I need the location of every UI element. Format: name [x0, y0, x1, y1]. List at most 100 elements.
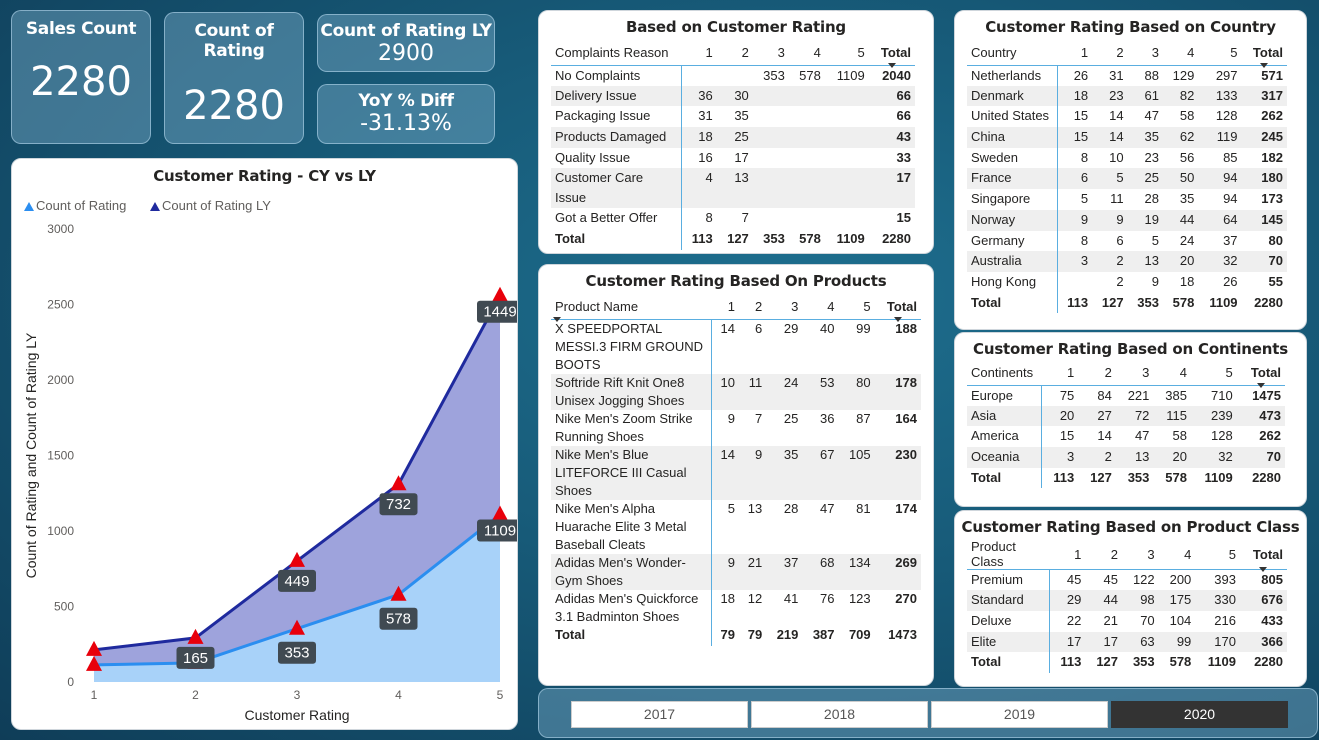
data-point-marker[interactable]: [492, 286, 508, 302]
table-row[interactable]: Sweden 8 10 23 56 85 182: [967, 147, 1287, 169]
table-row[interactable]: Singapore 5 11 28 35 94 173: [967, 189, 1287, 210]
legend-marker-2[interactable]: [150, 202, 160, 211]
table-row[interactable]: Packaging Issue 31 35 66: [551, 106, 915, 128]
table-row[interactable]: Oceania 3 2 13 20 32 70: [967, 447, 1285, 468]
table-row[interactable]: Nike Men's Blue LITEFORCE III Casual Sho…: [551, 445, 921, 500]
continents-header-rating-4[interactable]: 4: [1179, 365, 1187, 381]
year-option-2018[interactable]: 2018: [751, 701, 928, 728]
complaints-header-rating-4[interactable]: 4: [813, 45, 821, 61]
continents-matrix[interactable]: Continents 1 2 3 4 5 Total Europe 75 84 221 385 710 1…: [967, 361, 1285, 489]
products-matrix-card[interactable]: Customer Rating Based On Products Produc…: [538, 264, 934, 686]
table-row[interactable]: China 15 14 35 62 119 245: [967, 127, 1287, 148]
complaints-header-rating-3[interactable]: 3: [777, 45, 785, 61]
continents-header-rating-3[interactable]: 3: [1142, 365, 1150, 381]
data-point-marker[interactable]: [390, 475, 407, 491]
year-option-2019[interactable]: 2019: [931, 701, 1108, 728]
table-row[interactable]: Nike Men's Alpha Huarache Elite 3 Metal …: [551, 499, 921, 554]
data-point-marker[interactable]: [289, 619, 305, 635]
table-row[interactable]: Denmark 18 23 61 82 133 317: [967, 85, 1287, 107]
kpi-count-of-rating[interactable]: Count of Rating 2280: [164, 12, 304, 144]
table-row[interactable]: Germany 8 6 5 24 37 80: [967, 230, 1287, 252]
rating-cy-vs-ly-chart-card[interactable]: Customer Rating - CY vs LY Count of Rati…: [11, 158, 518, 730]
table-row[interactable]: Nike Men's Zoom Strike Running Shoes 9 7 25…: [551, 409, 921, 446]
legend-marker-1[interactable]: [24, 202, 34, 211]
complaints-header-rating-5[interactable]: 5: [857, 45, 865, 61]
data-point-marker[interactable]: [492, 505, 508, 521]
product_class-header-label[interactable]: Product Class: [971, 539, 1016, 569]
product-class-matrix-card[interactable]: Customer Rating Based on Product Class P…: [954, 510, 1307, 687]
continents-matrix-card[interactable]: Customer Rating Based on Continents Cont…: [954, 332, 1307, 507]
table-row[interactable]: Asia 20 27 72 115 239 473: [967, 405, 1285, 427]
products-header-rating-1[interactable]: 1: [727, 299, 735, 315]
products-header-rating-5[interactable]: 5: [863, 299, 871, 315]
data-point-marker[interactable]: [187, 628, 204, 644]
country-header-rating-3[interactable]: 3: [1151, 45, 1159, 61]
year-option-2017[interactable]: 2017: [571, 701, 748, 728]
products-header-rating-3[interactable]: 3: [791, 299, 799, 315]
table-row[interactable]: Products Damaged 18 25 43: [551, 127, 915, 148]
country-header-rating-1[interactable]: 1: [1080, 45, 1089, 61]
product-class-matrix[interactable]: Product Class 1 2 3 4 5 Total Premium 45 45 122 200…: [967, 539, 1287, 673]
products-header-total[interactable]: Total: [875, 295, 921, 322]
product_class-header-rating-1[interactable]: 1: [1074, 546, 1082, 562]
table-row[interactable]: America 15 14 47 58 128 262: [967, 426, 1285, 448]
product_class-header-rating-5[interactable]: 5: [1228, 546, 1236, 562]
complaints-total-row[interactable]: Total 113 127 353 578 1109 2280: [551, 229, 915, 250]
rating-area-chart[interactable]: Count of Rating Count of Rating LY 0 500 100…: [12, 187, 517, 727]
complaints-header-label[interactable]: Complaints Reason: [555, 45, 669, 61]
continents-header-rating-1[interactable]: 1: [1067, 365, 1075, 381]
product_class-header-rating-2[interactable]: 2: [1110, 546, 1119, 562]
continents-total-row[interactable]: Total 113 127 353 578 1109 2280: [967, 467, 1285, 489]
table-row[interactable]: Standard 29 44 98 175 330 676: [967, 590, 1287, 611]
table-row[interactable]: Adidas Men's Quickforce 3.1 Badminton Sh…: [551, 589, 921, 626]
complaints-header-rating-2[interactable]: 2: [741, 45, 749, 61]
country-matrix-card[interactable]: Customer Rating Based on Country Country…: [954, 10, 1307, 330]
products-matrix[interactable]: Product Name 1 2 3 4 5 Total X SPEEDPORTAL MESS…: [551, 295, 921, 647]
year-option-2020[interactable]: 2020: [1111, 701, 1288, 728]
product_class-header-rating-4[interactable]: 4: [1184, 546, 1192, 562]
country-header-rating-4[interactable]: 4: [1187, 45, 1195, 61]
complaints-header-total[interactable]: Total: [869, 41, 915, 68]
continents-header-total[interactable]: Total: [1237, 361, 1285, 388]
table-row[interactable]: No Complaints 353 578 1109 2040: [551, 65, 915, 86]
country-header-total[interactable]: Total: [1242, 41, 1287, 68]
table-row[interactable]: Softride Rift Knit One8 Unisex Jogging S…: [551, 373, 921, 410]
kpi-count-of-rating-ly[interactable]: Count of Rating LY 2900: [317, 14, 495, 72]
data-point-marker[interactable]: [289, 551, 305, 567]
country-header-rating-5[interactable]: 5: [1230, 45, 1238, 61]
table-row[interactable]: Norway 9 9 19 44 64 145: [967, 209, 1287, 231]
table-row[interactable]: France 6 5 25 50 94 180: [967, 168, 1287, 190]
continents-header-rating-2[interactable]: 2: [1104, 365, 1112, 381]
kpi-yoy-diff[interactable]: YoY % Diff -31.13%: [317, 84, 495, 144]
complaints-matrix-card[interactable]: Based on Customer Rating Complaints Reas…: [538, 10, 934, 254]
data-point-marker[interactable]: [86, 655, 102, 671]
table-row[interactable]: Europe 75 84 221 385 710 1475: [967, 385, 1285, 406]
products-header-label[interactable]: Product Name: [551, 295, 711, 322]
table-row[interactable]: Netherlands 26 31 88 129 297 571: [967, 65, 1287, 86]
kpi-sales-count[interactable]: Sales Count 2280: [11, 10, 151, 144]
complaints-header-rating-1[interactable]: 1: [705, 45, 713, 61]
data-point-marker[interactable]: [390, 585, 407, 601]
products-total-row[interactable]: Total 79 79 219 387 709 1473: [551, 625, 921, 647]
country-header-rating-2[interactable]: 2: [1116, 45, 1124, 61]
table-row[interactable]: Delivery Issue 36 30 66: [551, 85, 915, 107]
country-matrix[interactable]: Country 1 2 3 4 5 Total Netherlands 26 31 88 129 297…: [967, 41, 1287, 314]
table-row[interactable]: Premium 45 45 122 200 393 805: [967, 569, 1287, 591]
table-row[interactable]: X SPEEDPORTAL MESSI.3 FIRM GROUND BOOTS 1…: [551, 319, 921, 374]
complaints-matrix[interactable]: Complaints Reason 1 2 3 4 5 Total No Complaints…: [551, 41, 915, 250]
table-row[interactable]: Hong Kong 2 9 18 26 55: [967, 271, 1287, 293]
product_class-header-total[interactable]: Total: [1240, 539, 1287, 572]
table-row[interactable]: United States 15 14 47 58 128 262: [967, 106, 1287, 128]
table-row[interactable]: Quality Issue 16 17 33: [551, 147, 915, 169]
products-header-rating-2[interactable]: 2: [755, 299, 763, 315]
table-row[interactable]: Adidas Men's Wonder-Gym Shoes 9 21 37 68 134 2…: [551, 553, 921, 590]
table-row[interactable]: Deluxe 22 21 70 104 216 433: [967, 610, 1287, 632]
products-header-rating-4[interactable]: 4: [827, 299, 835, 315]
product_class-header-rating-3[interactable]: 3: [1147, 546, 1155, 562]
table-row[interactable]: Customer Care Issue 4 13 17: [551, 168, 915, 209]
table-row[interactable]: Elite 17 17 63 99 170 366: [967, 631, 1287, 653]
table-row[interactable]: Australia 3 2 13 20 32 70: [967, 251, 1287, 272]
product_class-total-row[interactable]: Total 113 127 353 578 1109 2280: [967, 652, 1287, 673]
continents-header-label[interactable]: Continents: [971, 365, 1034, 381]
country-header-label[interactable]: Country: [971, 45, 1017, 61]
